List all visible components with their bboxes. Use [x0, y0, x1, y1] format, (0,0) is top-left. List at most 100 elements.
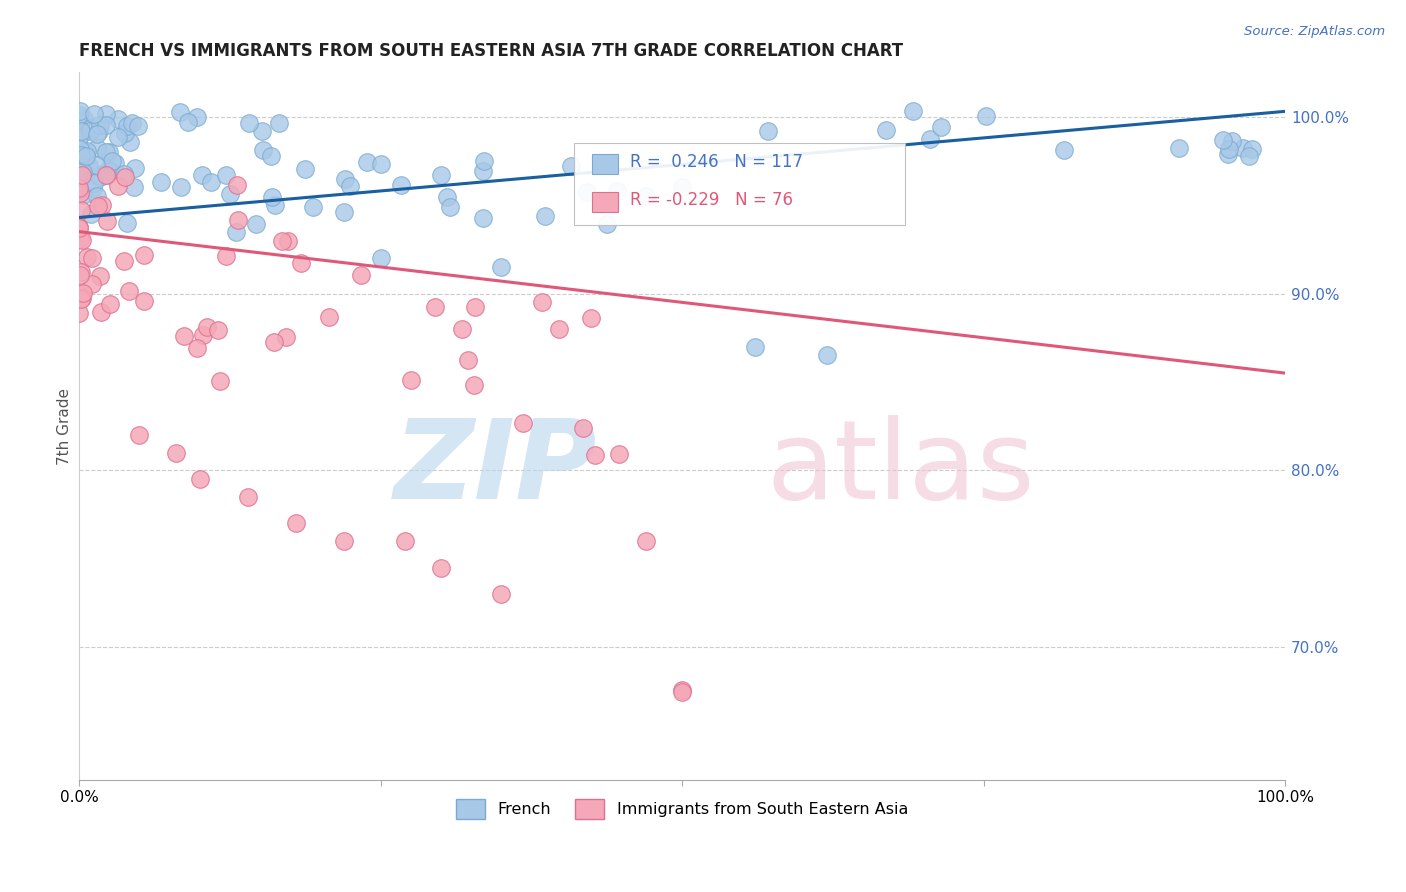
Point — [69, 142, 91, 156]
Point — [72, 168, 94, 182]
Point — [124, 179, 146, 194]
Point — [394, 534, 416, 549]
Point — [89, 168, 111, 182]
Point — [294, 161, 316, 176]
Point — [756, 124, 779, 138]
Point — [84, 158, 107, 172]
Point — [77, 159, 100, 173]
Point — [101, 153, 124, 168]
Point — [575, 185, 598, 199]
Point — [67, 220, 90, 235]
Point — [815, 348, 838, 362]
Point — [75, 153, 97, 168]
Point — [267, 115, 290, 129]
Point — [472, 154, 495, 169]
Point — [1232, 141, 1254, 155]
Point — [165, 446, 187, 460]
Point — [67, 179, 90, 194]
Point — [333, 534, 356, 549]
Point — [112, 254, 135, 268]
Text: FRENCH VS IMMIGRANTS FROM SOUTH EASTERN ASIA 7TH GRADE CORRELATION CHART: FRENCH VS IMMIGRANTS FROM SOUTH EASTERN … — [79, 42, 903, 60]
Point — [70, 233, 93, 247]
Point — [69, 147, 91, 161]
Point — [76, 250, 98, 264]
FancyBboxPatch shape — [574, 144, 905, 225]
Point — [200, 175, 222, 189]
Point — [1212, 133, 1234, 147]
Text: atlas: atlas — [766, 415, 1035, 522]
Point — [169, 105, 191, 120]
Point — [333, 204, 356, 219]
Point — [96, 214, 118, 228]
Point — [67, 221, 90, 235]
Point — [73, 146, 96, 161]
Point — [114, 126, 136, 140]
Point — [82, 251, 104, 265]
Point — [370, 157, 392, 171]
Point — [1167, 140, 1189, 154]
Point — [260, 190, 283, 204]
Text: R =  0.246   N = 117: R = 0.246 N = 117 — [630, 153, 803, 171]
Point — [463, 300, 485, 314]
Point — [87, 124, 110, 138]
Point — [96, 169, 118, 183]
Point — [90, 304, 112, 318]
Point — [290, 255, 312, 269]
Point — [389, 178, 412, 193]
Point — [128, 428, 150, 442]
Point — [472, 211, 495, 225]
Point — [634, 534, 657, 549]
Point — [124, 161, 146, 176]
Point — [1241, 142, 1264, 156]
Point — [252, 143, 274, 157]
Point — [173, 328, 195, 343]
Point — [134, 248, 156, 262]
Point — [1218, 146, 1240, 161]
Point — [82, 277, 104, 291]
Point — [82, 180, 104, 194]
Point — [107, 129, 129, 144]
Point — [75, 149, 97, 163]
Point — [121, 116, 143, 130]
Point — [260, 148, 283, 162]
Point — [70, 124, 93, 138]
Point — [80, 207, 103, 221]
Point — [69, 115, 91, 129]
Point — [226, 178, 249, 193]
Point — [457, 352, 479, 367]
Point — [596, 217, 619, 231]
Point — [67, 181, 90, 195]
Point — [69, 116, 91, 130]
Point — [72, 291, 94, 305]
Point — [370, 251, 392, 265]
Point — [1220, 134, 1243, 148]
Point — [339, 178, 361, 193]
Point — [571, 421, 593, 435]
Point — [86, 189, 108, 203]
Point — [238, 115, 260, 129]
Point — [533, 209, 555, 223]
Point — [107, 178, 129, 193]
Point — [274, 330, 297, 344]
Point — [491, 587, 513, 601]
Point — [150, 175, 173, 189]
Point — [671, 180, 693, 194]
Point — [225, 225, 247, 239]
Point — [472, 164, 495, 178]
Point — [117, 216, 139, 230]
Text: ZIP: ZIP — [394, 415, 598, 522]
Point — [90, 198, 112, 212]
Point — [547, 322, 569, 336]
Point — [401, 372, 423, 386]
Point — [195, 320, 218, 334]
Point — [115, 119, 138, 133]
Point — [72, 286, 94, 301]
Point — [191, 168, 214, 182]
Point — [83, 107, 105, 121]
Point — [98, 164, 121, 178]
Point — [439, 200, 461, 214]
Point — [72, 188, 94, 202]
Point — [67, 176, 90, 190]
Point — [530, 295, 553, 310]
Point — [132, 293, 155, 308]
